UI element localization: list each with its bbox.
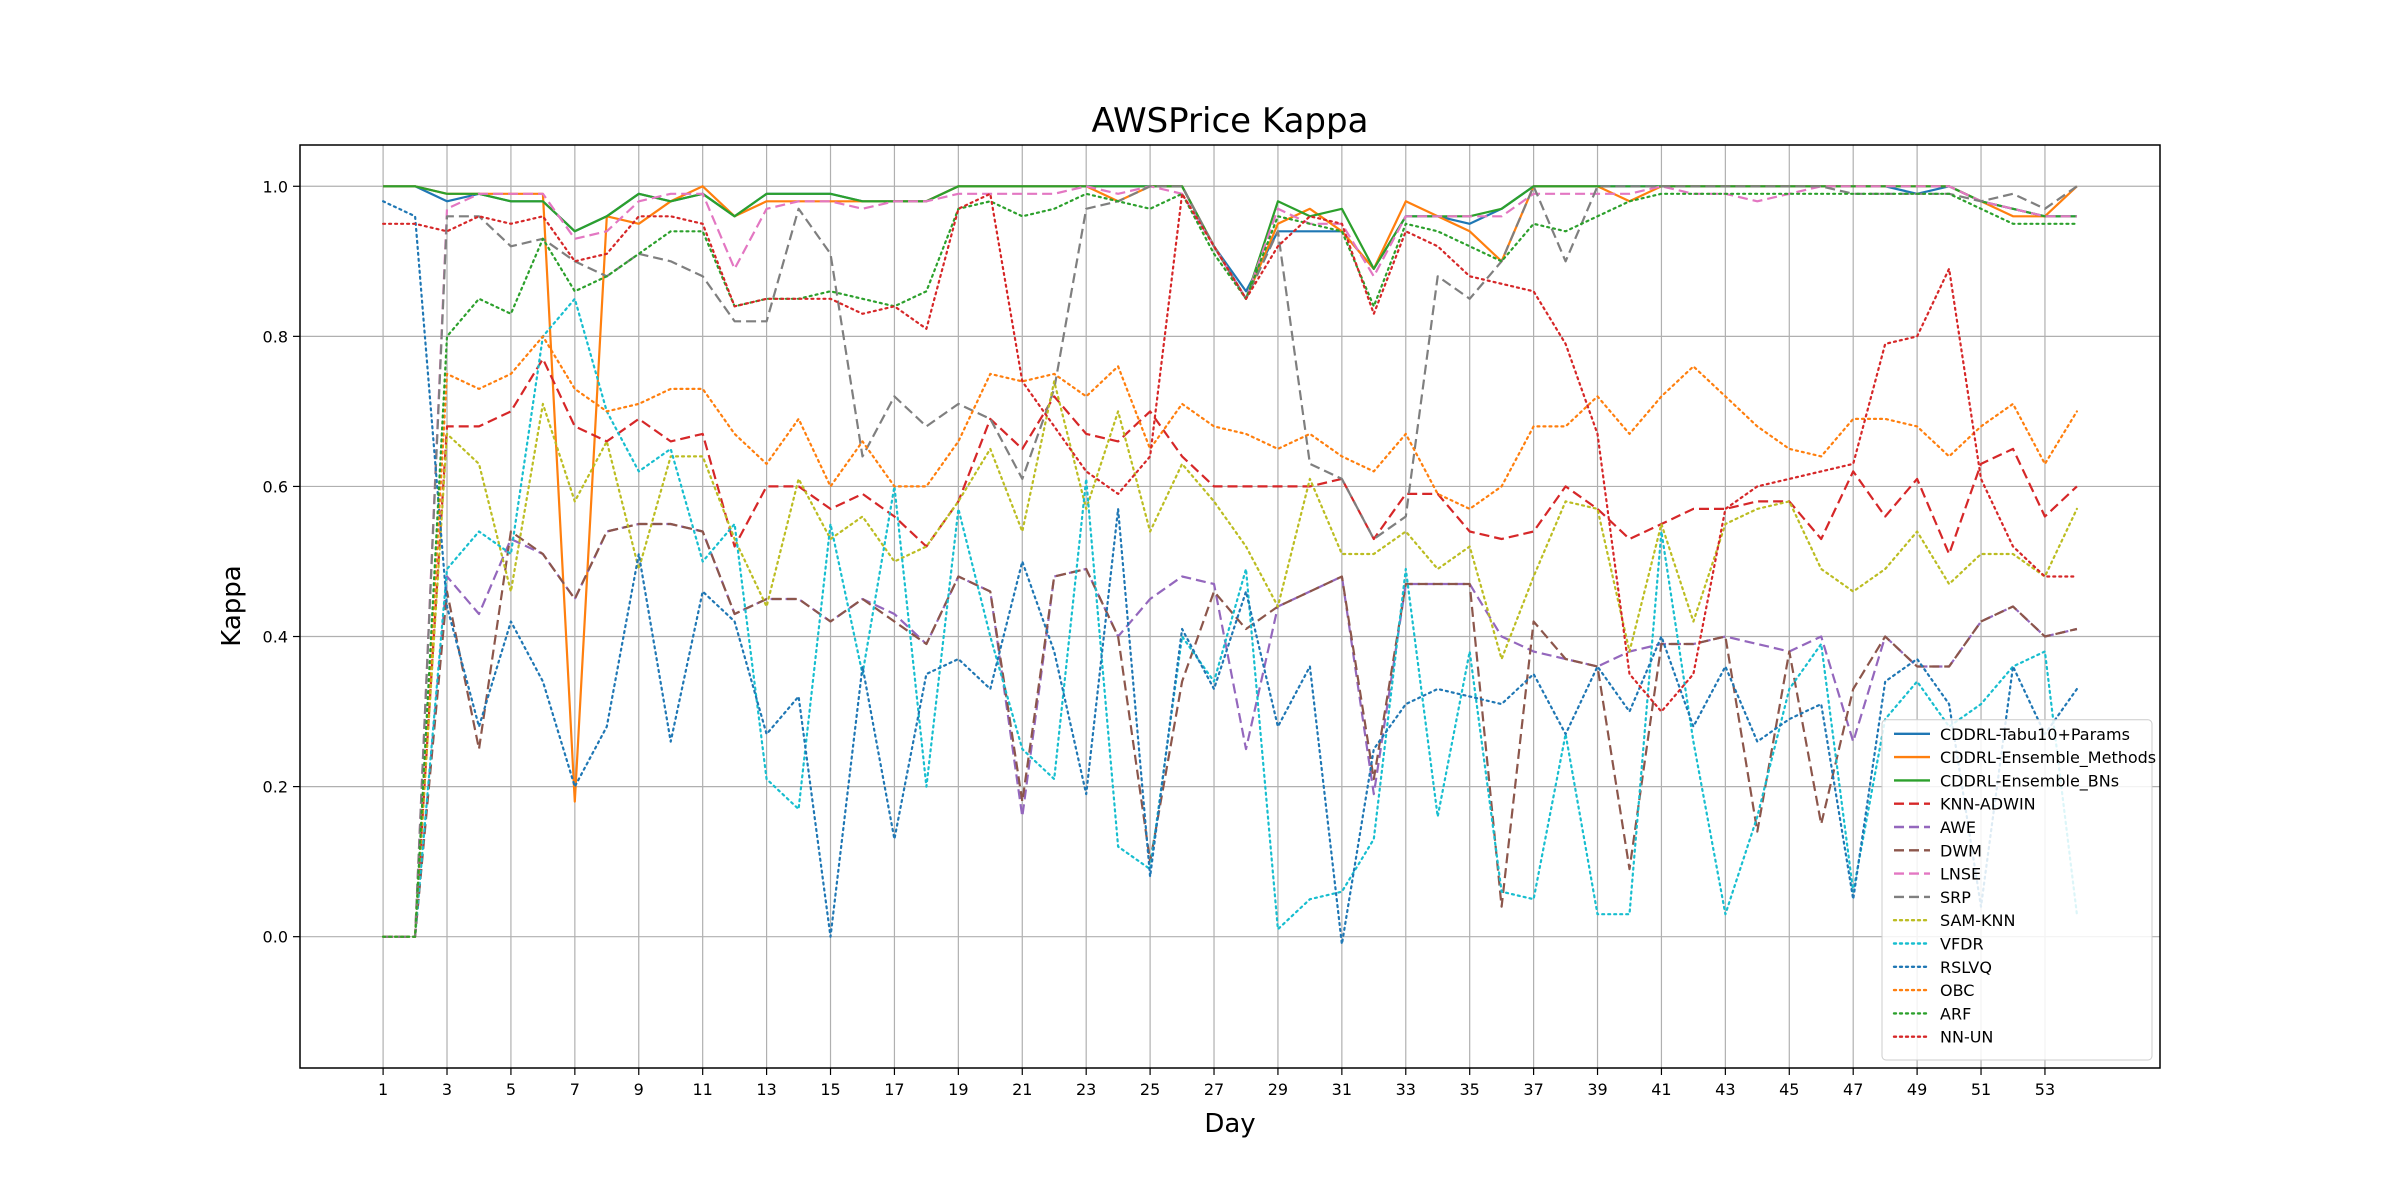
x-tick-label: 47 xyxy=(1843,1080,1863,1099)
series-line-obc xyxy=(382,335,2078,938)
plot-frame xyxy=(299,144,2161,1069)
x-tick-label: 43 xyxy=(1715,1080,1735,1099)
y-tick-label: 0.8 xyxy=(263,327,288,346)
legend-label: NN-UN xyxy=(1940,1028,1993,1047)
chart-title: AWSPrice Kappa xyxy=(1092,101,1369,141)
axis-ticks: 1 3 5 7 9 11 13 15 17 19 21 23 25 27 29 31 33 35 37 39 41 43 4… xyxy=(263,177,2056,1099)
x-tick-label: 13 xyxy=(756,1080,776,1099)
x-tick-label: 39 xyxy=(1587,1080,1607,1099)
y-tick-label: 0.4 xyxy=(263,628,288,647)
series-line-arf xyxy=(382,192,2078,938)
legend-label: SRP xyxy=(1940,888,1971,907)
series-line-awe xyxy=(383,522,2078,938)
x-tick-label: 37 xyxy=(1523,1080,1543,1099)
x-tick-label: 49 xyxy=(1907,1080,1927,1099)
series-line-knn-adwin xyxy=(383,357,2078,938)
legend: CDDRL-Tabu10+Params CDDRL-Ensemble_Method… xyxy=(1881,719,2156,1061)
series-line-nn-un xyxy=(382,192,2078,713)
legend-label: KNN-ADWIN xyxy=(1940,795,2036,814)
legend-box xyxy=(1881,719,2153,1061)
series-line-rslvq xyxy=(382,200,2078,946)
x-tick-label: 45 xyxy=(1779,1080,1799,1099)
x-tick-label: 27 xyxy=(1204,1080,1224,1099)
y-axis-title: Kappa xyxy=(217,565,247,646)
x-tick-label: 25 xyxy=(1140,1080,1160,1099)
legend-label: ARF xyxy=(1940,1004,1971,1023)
legend-label: CDDRL-Tabu10+Params xyxy=(1940,725,2130,744)
x-tick-label: 15 xyxy=(820,1080,840,1099)
x-tick-label: 5 xyxy=(506,1080,516,1099)
legend-label: RSLVQ xyxy=(1940,958,1992,977)
x-tick-label: 35 xyxy=(1460,1080,1480,1099)
x-tick-label: 41 xyxy=(1651,1080,1671,1099)
legend-label: VFDR xyxy=(1940,935,1984,954)
x-tick-label: 1 xyxy=(378,1080,388,1099)
y-tick-label: 1.0 xyxy=(263,177,288,196)
x-tick-label: 3 xyxy=(442,1080,452,1099)
x-tick-label: 31 xyxy=(1332,1080,1352,1099)
x-tick-label: 21 xyxy=(1012,1080,1032,1099)
x-tick-label: 17 xyxy=(884,1080,904,1099)
legend-label: SAM-KNN xyxy=(1940,911,2015,930)
x-tick-label: 9 xyxy=(634,1080,644,1099)
x-tick-label: 51 xyxy=(1971,1080,1991,1099)
series-lines xyxy=(382,185,2078,946)
series-line-vfdr xyxy=(382,297,2078,938)
legend-label: CDDRL-Ensemble_Methods xyxy=(1940,748,2156,768)
legend-label: DWM xyxy=(1940,841,1982,860)
x-tick-label: 19 xyxy=(948,1080,968,1099)
x-tick-label: 23 xyxy=(1076,1080,1096,1099)
x-tick-label: 11 xyxy=(693,1080,713,1099)
legend-label: CDDRL-Ensemble_BNs xyxy=(1940,771,2119,791)
x-axis-title: Day xyxy=(1204,1109,1255,1139)
series-line-sam-knn xyxy=(382,380,2078,938)
x-tick-label: 53 xyxy=(2035,1080,2055,1099)
y-tick-label: 0.6 xyxy=(263,477,288,496)
legend-label: LNSE xyxy=(1940,865,1981,884)
x-tick-label: 33 xyxy=(1396,1080,1416,1099)
legend-label: OBC xyxy=(1940,981,1974,1000)
x-tick-label: 29 xyxy=(1268,1080,1288,1099)
x-tick-label: 7 xyxy=(570,1080,580,1099)
legend-label: AWE xyxy=(1940,818,1976,837)
y-tick-label: 0.0 xyxy=(263,928,288,947)
y-tick-label: 0.2 xyxy=(263,778,288,797)
